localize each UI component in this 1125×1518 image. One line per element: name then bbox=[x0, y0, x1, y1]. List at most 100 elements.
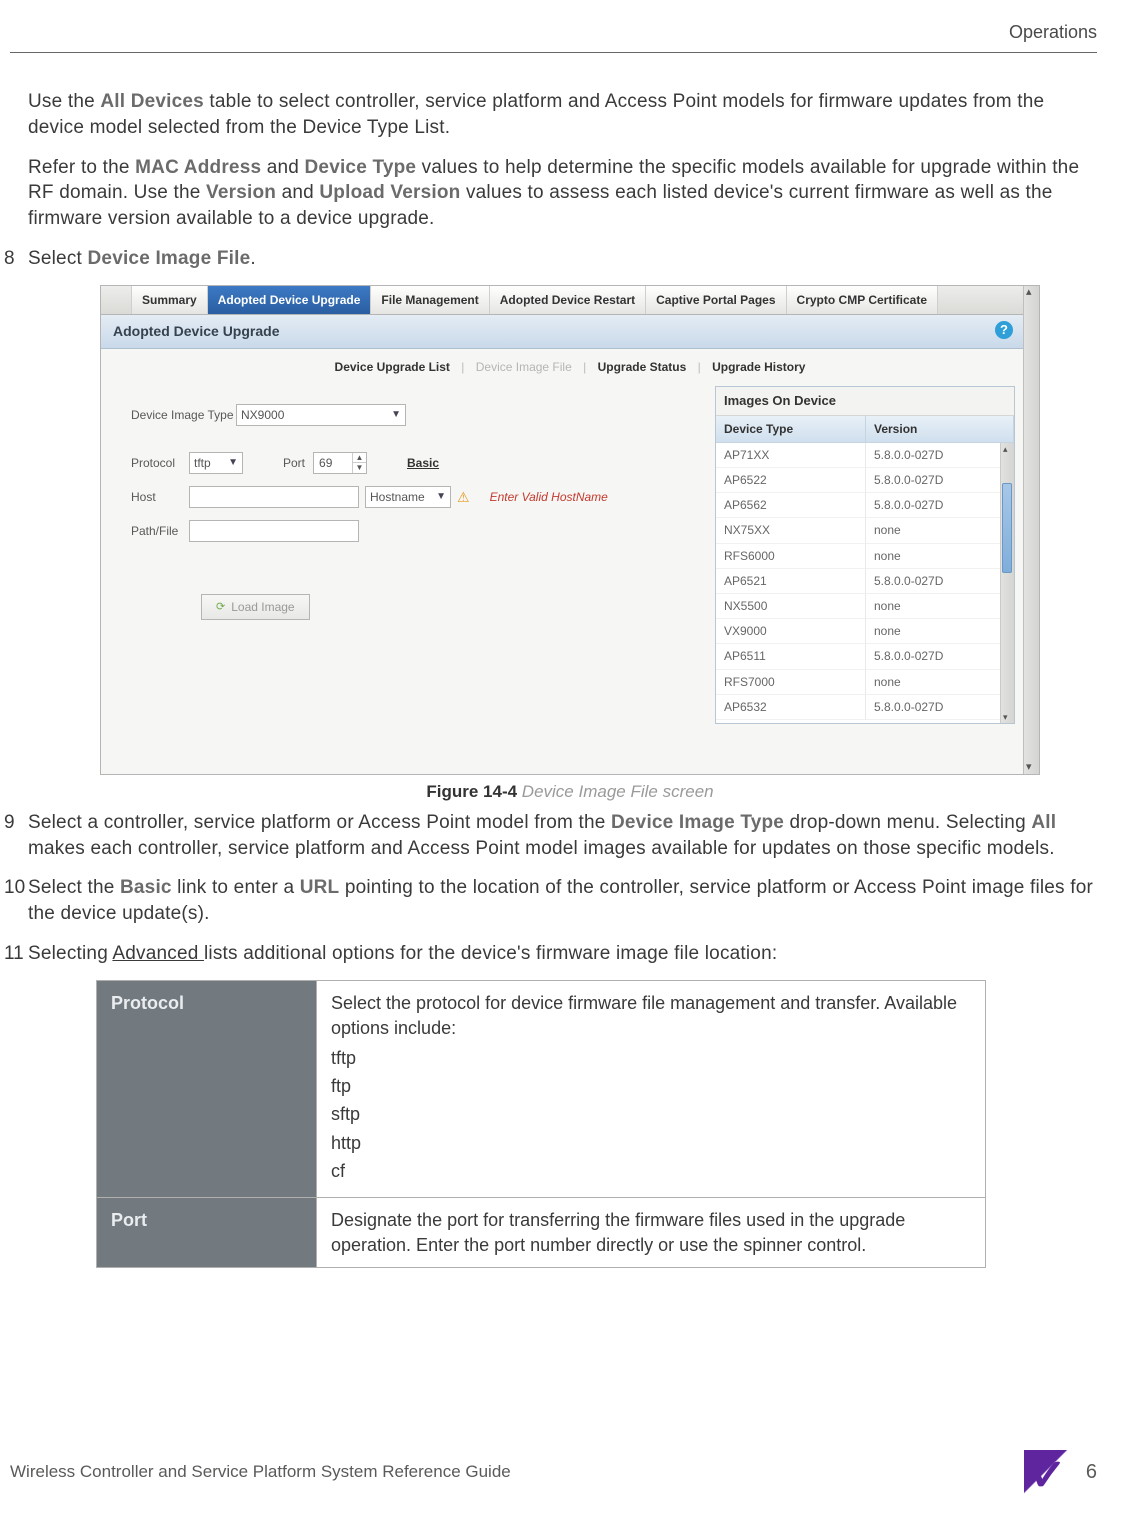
button-label: Load Image bbox=[231, 599, 294, 615]
cell-port-label: Port bbox=[97, 1198, 317, 1268]
text: . bbox=[250, 248, 255, 269]
figure-desc: Device Image File screen bbox=[517, 782, 714, 801]
table-row[interactable]: VX9000none bbox=[716, 619, 1014, 644]
input-pathfile[interactable] bbox=[189, 520, 359, 542]
step-number: 11 bbox=[4, 941, 28, 967]
cell-device-type: AP6521 bbox=[716, 569, 866, 594]
cell-device-type: RFS6000 bbox=[716, 544, 866, 569]
scrollbar[interactable] bbox=[1023, 286, 1039, 774]
step-8: 8 Select Device Image File. bbox=[4, 246, 1097, 272]
subnav-device-upgrade-list[interactable]: Device Upgrade List bbox=[331, 360, 454, 374]
input-port[interactable]: 69 ▲▼ bbox=[313, 452, 367, 474]
text: Select the bbox=[28, 877, 120, 898]
term-mac-address: MAC Address bbox=[135, 157, 261, 178]
chevron-down-icon: ▼ bbox=[228, 456, 238, 470]
button-load-image[interactable]: ⟳ Load Image bbox=[201, 594, 310, 620]
dropdown-device-image-type[interactable]: NX9000 ▼ bbox=[236, 404, 406, 426]
text: lists additional options for the device'… bbox=[204, 943, 777, 964]
col-version[interactable]: Version bbox=[866, 416, 1014, 443]
panel-title-text: Adopted Device Upgrade bbox=[113, 323, 279, 339]
cell-device-type: AP71XX bbox=[716, 443, 866, 468]
cell-version: none bbox=[866, 544, 1014, 569]
step-11: 11 Selecting Advanced lists additional o… bbox=[4, 941, 1097, 967]
term-all-devices: All Devices bbox=[100, 91, 204, 112]
text: Select bbox=[28, 248, 88, 269]
cell-device-type: NX5500 bbox=[716, 594, 866, 619]
tab-file-management[interactable]: File Management bbox=[371, 286, 489, 314]
table-row[interactable]: RFS7000none bbox=[716, 670, 1014, 695]
label-device-image-type: Device Image Type bbox=[131, 407, 236, 423]
spinner-icon[interactable]: ▲▼ bbox=[352, 453, 366, 473]
tab-adopted-device-restart[interactable]: Adopted Device Restart bbox=[490, 286, 646, 314]
step-number: 9 bbox=[4, 810, 28, 861]
cell-version: 5.8.0.0-027D bbox=[866, 493, 1014, 518]
text: and bbox=[276, 182, 319, 203]
table-row[interactable]: AP65225.8.0.0-027D bbox=[716, 468, 1014, 493]
step-number: 8 bbox=[4, 246, 28, 272]
dropdown-value: Hostname bbox=[370, 489, 425, 505]
term-device-image-type: Device Image Type bbox=[611, 812, 784, 833]
cell-version: none bbox=[866, 670, 1014, 695]
table-row[interactable]: NX5500none bbox=[716, 594, 1014, 619]
label-pathfile: Path/File bbox=[131, 523, 189, 539]
figure-label: Figure 14-4 bbox=[426, 782, 517, 801]
tab-captive-portal-pages[interactable]: Captive Portal Pages bbox=[646, 286, 786, 314]
app-frame: Summary Adopted Device Upgrade File Mana… bbox=[100, 285, 1040, 775]
cell-port-desc: Designate the port for transferring the … bbox=[317, 1198, 986, 1268]
scrollbar[interactable] bbox=[1000, 443, 1014, 723]
images-on-device-panel: Images On Device Device Type Version AP7… bbox=[715, 386, 1015, 724]
cell-version: 5.8.0.0-027D bbox=[866, 443, 1014, 468]
table-row[interactable]: RFS6000none bbox=[716, 544, 1014, 569]
scrollbar-thumb[interactable] bbox=[1002, 483, 1012, 573]
separator: | bbox=[579, 360, 590, 374]
step-9: 9 Select a controller, service platform … bbox=[4, 810, 1097, 861]
term-upload-version: Upload Version bbox=[319, 182, 460, 203]
separator: | bbox=[694, 360, 705, 374]
images-table-header: Device Type Version bbox=[716, 416, 1014, 443]
text: Selecting bbox=[28, 943, 112, 964]
protocol-list: tftpftpsftphttpcf bbox=[331, 1046, 971, 1183]
cell-version: none bbox=[866, 619, 1014, 644]
text: Use the bbox=[28, 91, 100, 112]
term-url: URL bbox=[300, 877, 340, 898]
chevron-down-icon: ▼ bbox=[391, 408, 401, 422]
cell-device-type: AP6511 bbox=[716, 644, 866, 669]
load-icon: ⟳ bbox=[216, 600, 225, 615]
cell-version: 5.8.0.0-027D bbox=[866, 468, 1014, 493]
figure-device-image-file: Summary Adopted Device Upgrade File Mana… bbox=[100, 285, 1040, 804]
subnav-device-image-file[interactable]: Device Image File bbox=[472, 360, 576, 374]
help-icon[interactable]: ? bbox=[995, 321, 1013, 339]
subnav-upgrade-history[interactable]: Upgrade History bbox=[708, 360, 809, 374]
term-device-image-file: Device Image File bbox=[88, 248, 251, 269]
table-row[interactable]: AP65625.8.0.0-027D bbox=[716, 493, 1014, 518]
step-number: 10 bbox=[4, 875, 28, 926]
images-table-body: AP71XX5.8.0.0-027DAP65225.8.0.0-027DAP65… bbox=[716, 443, 1014, 723]
tab-crypto-cmp-certificate[interactable]: Crypto CMP Certificate bbox=[787, 286, 938, 314]
table-row[interactable]: AP71XX5.8.0.0-027D bbox=[716, 443, 1014, 468]
subnav-upgrade-status[interactable]: Upgrade Status bbox=[594, 360, 691, 374]
cell-device-type: RFS7000 bbox=[716, 670, 866, 695]
link-basic[interactable]: Basic bbox=[407, 455, 439, 471]
table-row[interactable]: AP65215.8.0.0-027D bbox=[716, 569, 1014, 594]
text: makes each controller, service platform … bbox=[28, 838, 1055, 859]
table-row[interactable]: AP65115.8.0.0-027D bbox=[716, 644, 1014, 669]
cell-version: 5.8.0.0-027D bbox=[866, 695, 1014, 720]
table-row[interactable]: AP65325.8.0.0-027D bbox=[716, 695, 1014, 720]
error-text: Enter Valid HostName bbox=[490, 489, 608, 505]
step-text: Select a controller, service platform or… bbox=[28, 810, 1097, 861]
dropdown-protocol[interactable]: tftp ▼ bbox=[189, 452, 243, 474]
input-host[interactable] bbox=[189, 486, 359, 508]
paragraph-mac-address: Refer to the MAC Address and Device Type… bbox=[28, 155, 1097, 232]
table-row[interactable]: NX75XXnone bbox=[716, 518, 1014, 543]
dropdown-hostname[interactable]: Hostname ▼ bbox=[365, 486, 451, 508]
sub-nav: Device Upgrade List | Device Image File … bbox=[101, 349, 1039, 381]
tab-summary[interactable]: Summary bbox=[131, 286, 208, 314]
header-section: Operations bbox=[10, 20, 1097, 53]
port-value: 69 bbox=[314, 455, 352, 471]
col-device-type[interactable]: Device Type bbox=[716, 416, 866, 443]
cell-protocol-label: Protocol bbox=[97, 981, 317, 1198]
list-item: http bbox=[331, 1131, 971, 1155]
cell-version: none bbox=[866, 594, 1014, 619]
tab-adopted-device-upgrade[interactable]: Adopted Device Upgrade bbox=[208, 286, 372, 314]
list-item: sftp bbox=[331, 1102, 971, 1126]
